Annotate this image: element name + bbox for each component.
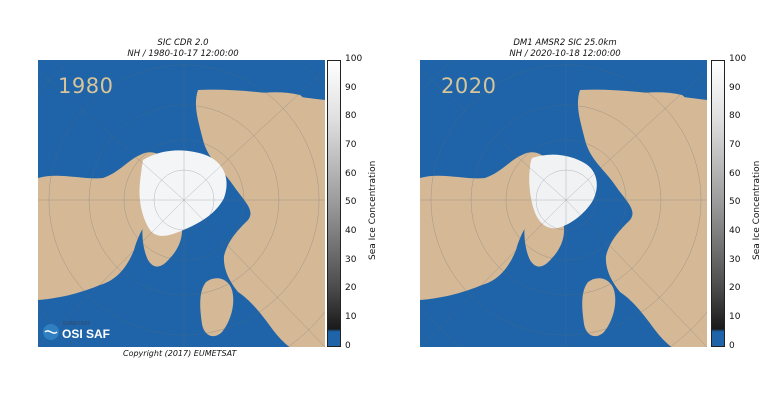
colorbar-tick: 90 — [345, 83, 357, 93]
colorbar-tick: 0 — [345, 341, 351, 351]
colorbar — [327, 60, 341, 347]
left-panel: SIC CDR 2.0 NH / 1980-10-17 12:00:00 — [38, 38, 378, 358]
colorbar-tick: 80 — [345, 111, 357, 121]
colorbar-tick: 10 — [345, 312, 357, 322]
colorbar-tick: 60 — [729, 169, 741, 179]
colorbar-label: Sea Ice Concentration — [368, 160, 378, 260]
colorbar — [711, 60, 725, 347]
colorbar-tick: 60 — [345, 169, 357, 179]
left-title-line2: NH / 1980-10-17 12:00:00 — [127, 49, 239, 59]
right-panel: DM1 AMSR2 SIC 25.0km NH / 2020-10-18 12:… — [384, 0, 768, 403]
colorbar-tick: 20 — [729, 283, 741, 293]
colorbar-tick: 20 — [345, 283, 357, 293]
colorbar-tick: 70 — [729, 140, 741, 150]
colorbar-tick: 30 — [729, 255, 741, 265]
colorbar-tick: 100 — [729, 54, 747, 64]
colorbar-tick: 0 — [729, 341, 735, 351]
osi-saf-logo: EUMETSAT OSI SAF — [41, 316, 111, 346]
year-label: 2020 — [441, 74, 497, 98]
right-title-line2: NH / 2020-10-18 12:00:00 — [509, 49, 621, 59]
colorbar-tick: 30 — [345, 255, 357, 265]
sea-ice-map-2020 — [420, 60, 707, 347]
colorbar-tick: 10 — [729, 312, 741, 322]
right-title-line1: DM1 AMSR2 SIC 25.0km — [513, 38, 617, 48]
colorbar-tick: 40 — [729, 226, 741, 236]
copyright: Copyright (2017) EUMETSAT — [123, 349, 237, 358]
colorbar-tick: 70 — [345, 140, 357, 150]
colorbar-tick: 40 — [345, 226, 357, 236]
sea-ice-map-1980 — [38, 60, 325, 347]
colorbar-tick: 100 — [345, 54, 363, 64]
logo-org-text: EUMETSAT — [63, 321, 90, 327]
colorbar-tick: 50 — [345, 197, 357, 207]
left-title-line1: SIC CDR 2.0 — [157, 38, 209, 48]
year-label: 1980 — [58, 74, 114, 98]
logo-name-text: OSI SAF — [62, 327, 110, 341]
colorbar-tick: 90 — [729, 83, 741, 93]
colorbar-tick: 50 — [729, 197, 741, 207]
colorbar-label: Sea Ice Concentration — [752, 160, 762, 260]
colorbar-tick: 80 — [729, 111, 741, 121]
